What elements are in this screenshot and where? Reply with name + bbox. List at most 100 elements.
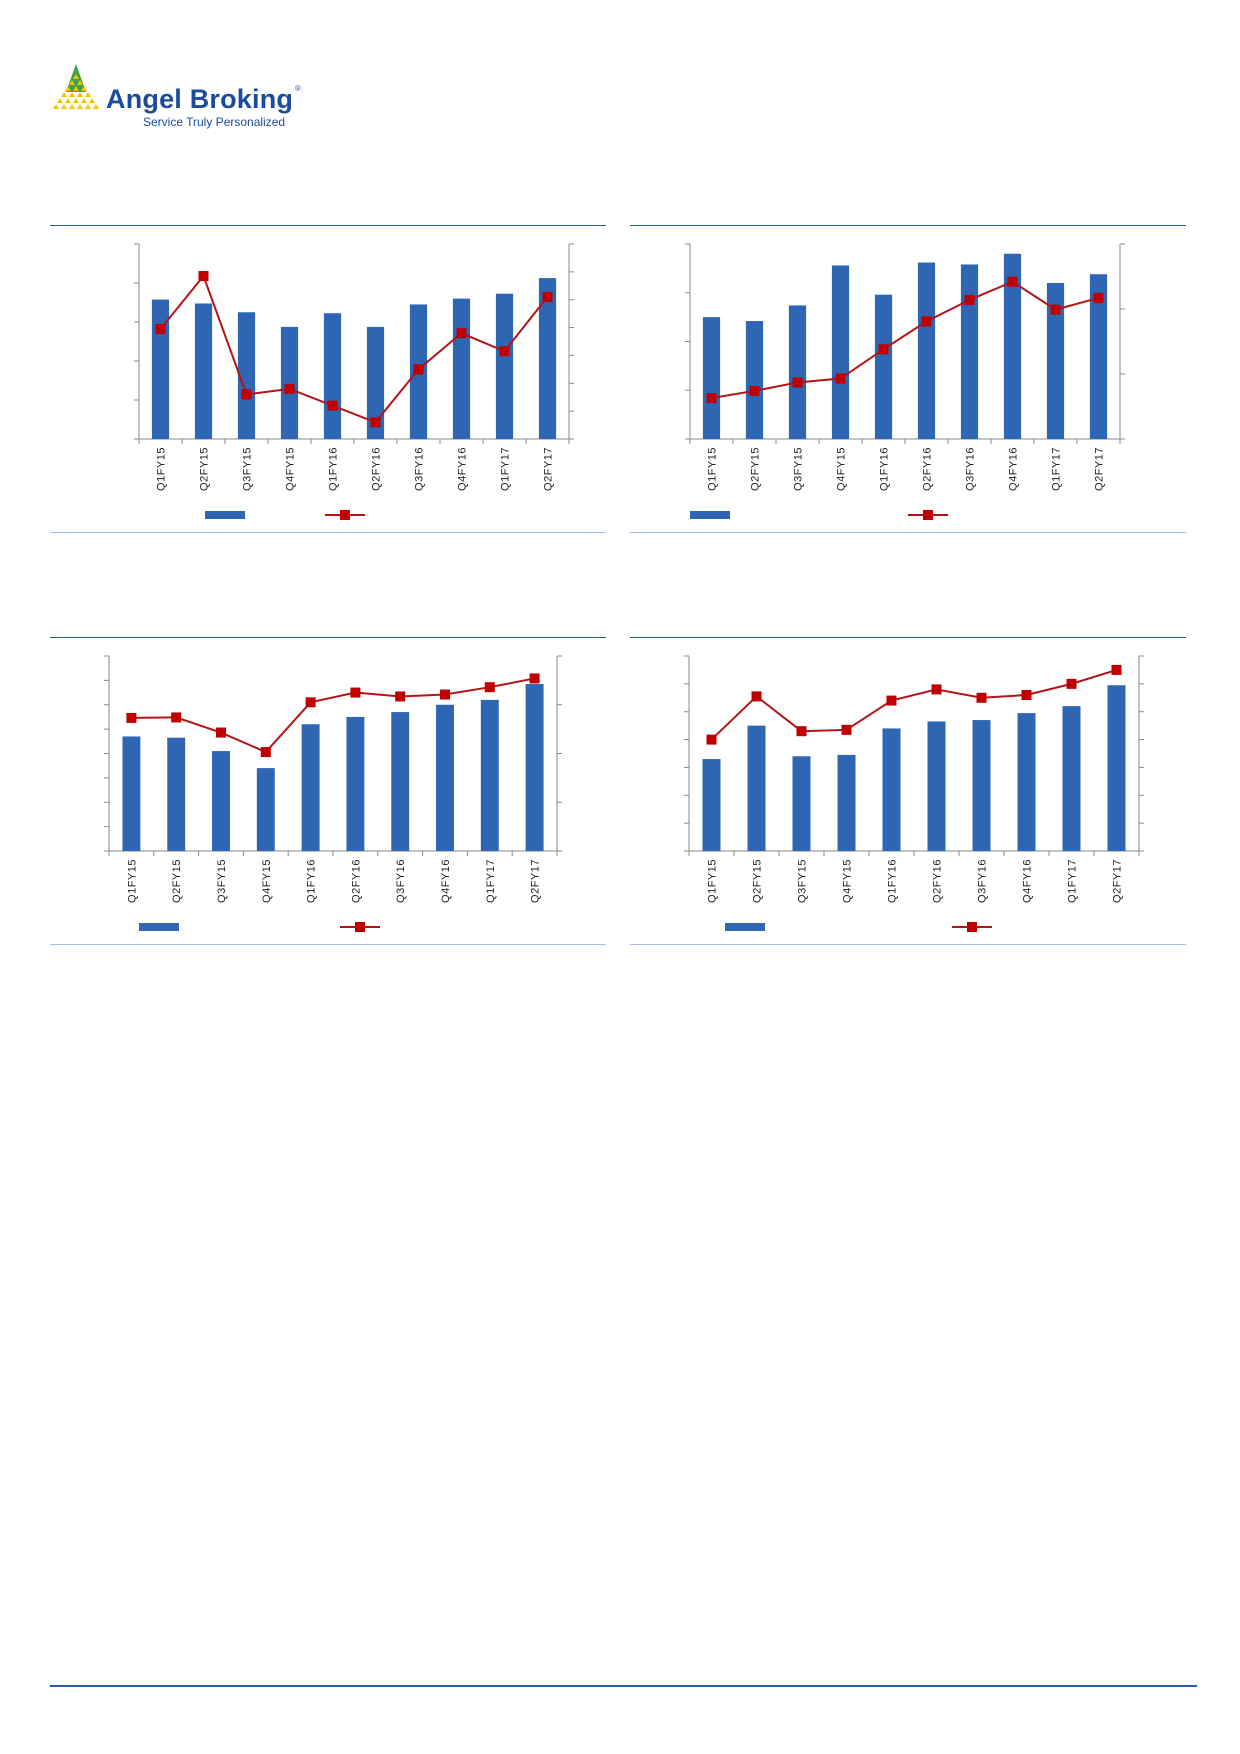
x-tick-label: Q3FY16	[977, 859, 989, 903]
logo-tagline: Service Truly Personalized	[143, 115, 286, 129]
logo-registered-mark: ®	[295, 84, 301, 93]
line-marker	[198, 271, 209, 282]
line-marker	[413, 364, 424, 375]
line-marker	[395, 691, 406, 702]
bar	[194, 303, 213, 439]
line-marker	[499, 346, 510, 357]
x-tick-label: Q3FY15	[793, 447, 805, 491]
bar	[525, 684, 544, 851]
bar	[831, 265, 850, 439]
line-marker	[1050, 304, 1061, 315]
x-tick-label: Q1FY17	[1067, 859, 1079, 903]
x-tick-label: Q3FY16	[414, 447, 426, 491]
x-tick-label: Q4FY16	[1008, 447, 1020, 491]
line-marker	[529, 673, 540, 684]
bar	[747, 725, 766, 851]
x-tick-label: Q2FY17	[530, 859, 542, 903]
line-marker	[241, 389, 252, 400]
x-tick-label: Q4FY16	[457, 447, 469, 491]
x-tick-label: Q4FY15	[285, 447, 297, 491]
x-tick-label: Q2FY17	[543, 447, 555, 491]
line-marker	[706, 734, 717, 745]
line-marker	[440, 689, 450, 700]
x-tick-label: Q3FY15	[242, 447, 254, 491]
line-marker	[484, 682, 495, 693]
bar	[1046, 283, 1065, 439]
line-marker	[1066, 678, 1077, 689]
series-line	[159, 274, 549, 424]
bar	[391, 712, 410, 851]
bar	[212, 751, 230, 851]
bar	[1003, 253, 1022, 439]
chart-3: Q1FY15 Q2FY15 Q3FY15 Q4FY15 Q1FY16 Q2FY16 Q3FY…	[104, 655, 562, 932]
bar	[1062, 706, 1081, 851]
line-marker	[1021, 690, 1032, 700]
x-tick-label: Q4FY15	[261, 859, 273, 903]
line-marker	[931, 684, 942, 695]
line-marker	[835, 373, 846, 384]
bar	[167, 737, 186, 851]
line-marker	[1111, 664, 1122, 675]
legend-line-marker	[967, 922, 977, 932]
x-tick-label: Q1FY16	[306, 859, 318, 903]
x-tick-label: Q4FY15	[836, 447, 848, 491]
bar	[323, 313, 342, 439]
bar	[1107, 685, 1126, 851]
series-line	[131, 677, 535, 754]
logo-name: Angel Broking	[106, 84, 294, 114]
chart-2: Q1FY15 Q2FY15 Q3FY15 Q4FY15 Q1FY16 Q2FY16 Q3FY…	[685, 243, 1125, 520]
series-line	[711, 280, 1099, 400]
bar	[151, 299, 170, 439]
x-tick-label: Q1FY17	[485, 859, 497, 903]
x-tick-label: Q4FY15	[842, 859, 854, 903]
x-tick-label: Q1FY16	[328, 447, 340, 491]
bar	[1089, 274, 1108, 439]
line-marker	[216, 727, 226, 738]
line-marker	[749, 385, 760, 396]
x-tick-label: Q1FY17	[1051, 447, 1063, 491]
x-tick-label: Q2FY16	[922, 447, 934, 491]
bar	[874, 294, 893, 439]
x-tick-label: Q1FY16	[879, 447, 891, 491]
bar	[480, 699, 499, 851]
line-marker	[542, 291, 553, 302]
series-line	[710, 668, 1117, 741]
bar	[256, 768, 275, 851]
line-marker	[878, 344, 889, 355]
line-marker	[260, 747, 271, 758]
bar	[972, 720, 991, 851]
x-tick-label: Q2FY15	[171, 859, 183, 903]
x-tick-label: Q1FY15	[126, 859, 138, 903]
legend-line-marker	[355, 922, 365, 932]
x-tick-label: Q1FY17	[500, 447, 512, 491]
bar	[452, 298, 471, 439]
x-tick-label: Q1FY16	[887, 859, 899, 903]
bar	[702, 759, 721, 851]
line-marker	[155, 323, 166, 334]
line-marker	[792, 377, 803, 388]
line-marker	[284, 383, 295, 394]
bar	[882, 728, 901, 851]
chart-4: Q1FY15 Q2FY15 Q3FY15 Q4FY15 Q1FY16 Q2FY16 Q3FY…	[684, 655, 1144, 932]
bar	[792, 756, 811, 851]
legend-bar-swatch	[205, 511, 245, 519]
line-marker	[126, 712, 137, 723]
yellow-green-pyramid-icon	[53, 64, 99, 109]
bar	[702, 317, 721, 439]
x-tick-label: Q4FY16	[1022, 859, 1034, 903]
legend-bar-swatch	[139, 923, 179, 931]
line-marker	[350, 687, 361, 698]
x-tick-label: Q1FY15	[156, 447, 168, 491]
bar	[122, 736, 141, 851]
bar	[237, 312, 256, 439]
x-tick-label: Q4FY16	[440, 859, 452, 903]
legend-bar-swatch	[690, 511, 730, 519]
footer-rule	[50, 1685, 1197, 1687]
chart-panel-1: Q1FY15 Q2FY15 Q3FY15 Q4FY15 Q1FY16 Q2FY16 Q3FY…	[50, 225, 606, 533]
bar	[960, 264, 979, 439]
line-marker	[327, 400, 338, 411]
bar	[366, 326, 385, 439]
chart-1: Q1FY15 Q2FY15 Q3FY15 Q4FY15 Q1FY16 Q2FY16 Q3FY…	[134, 243, 574, 520]
x-tick-label: Q2FY15	[199, 447, 211, 491]
line-marker	[706, 393, 717, 404]
